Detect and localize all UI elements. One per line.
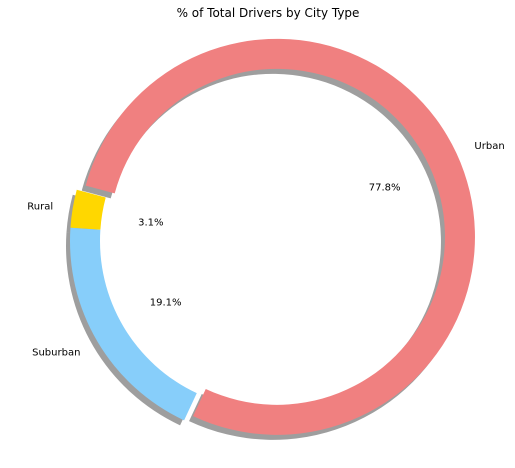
slices: [70, 39, 475, 435]
percent-label-suburban: 19.1%: [150, 297, 182, 308]
percent-label-rural: 3.1%: [138, 218, 163, 229]
slice-label-suburban: Suburban: [32, 348, 80, 359]
percent-labels: 3.1% 19.1% 77.8%: [138, 183, 400, 309]
chart-title: % of Total Drivers by City Type: [177, 6, 360, 20]
percent-label-urban: 77.8%: [369, 183, 401, 194]
slice-rural: [70, 190, 105, 230]
slice-label-rural: Rural: [27, 201, 53, 212]
slice-label-urban: Urban: [474, 141, 504, 152]
